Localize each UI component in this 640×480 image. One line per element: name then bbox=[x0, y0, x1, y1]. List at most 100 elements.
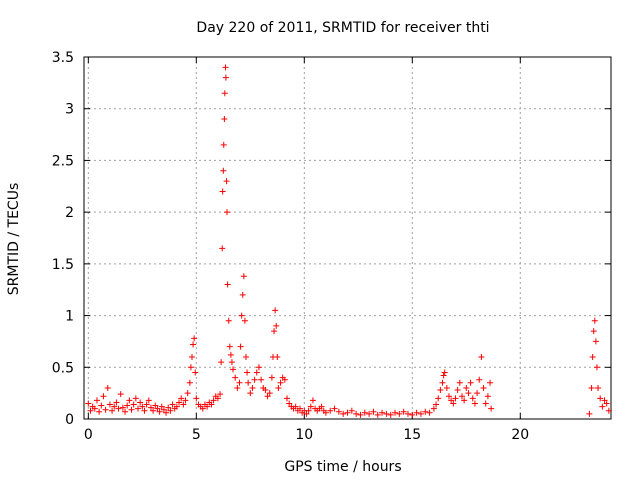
data-point bbox=[296, 405, 303, 412]
y-tick-label: 1.5 bbox=[52, 257, 74, 273]
data-point bbox=[482, 400, 489, 407]
data-point bbox=[223, 178, 230, 185]
data-point bbox=[150, 407, 157, 414]
data-point bbox=[322, 409, 329, 416]
data-point bbox=[383, 410, 390, 417]
data-point bbox=[87, 407, 94, 414]
data-point bbox=[156, 408, 163, 415]
data-point bbox=[284, 395, 291, 402]
data-point bbox=[307, 403, 314, 410]
data-point bbox=[357, 411, 364, 418]
data-point bbox=[139, 403, 146, 410]
data-point bbox=[469, 395, 476, 402]
data-point bbox=[193, 395, 200, 402]
data-point bbox=[588, 384, 595, 391]
data-point bbox=[244, 369, 251, 376]
data-point bbox=[266, 390, 273, 397]
data-point bbox=[104, 384, 111, 391]
data-point bbox=[467, 379, 474, 386]
data-point bbox=[152, 402, 159, 409]
data-point bbox=[226, 343, 233, 350]
axis-ticks: 0 5 10 15 20 0 0.5 1 1.5 2 2.5 3 3.5 bbox=[52, 50, 611, 443]
data-point bbox=[488, 405, 495, 412]
data-point bbox=[228, 359, 235, 366]
data-point bbox=[487, 379, 494, 386]
data-point bbox=[167, 407, 174, 414]
data-point bbox=[240, 273, 247, 280]
data-point bbox=[98, 402, 105, 409]
data-point bbox=[122, 408, 129, 415]
data-point bbox=[264, 393, 271, 400]
data-point bbox=[379, 409, 386, 416]
data-point bbox=[220, 141, 227, 148]
data-point bbox=[232, 374, 239, 381]
data-point bbox=[426, 409, 433, 416]
data-point bbox=[484, 393, 491, 400]
data-point bbox=[268, 374, 275, 381]
data-point bbox=[392, 409, 399, 416]
data-point bbox=[176, 399, 183, 406]
data-point bbox=[589, 353, 596, 360]
data-point bbox=[440, 372, 447, 379]
data-point bbox=[340, 410, 347, 417]
data-point bbox=[188, 353, 195, 360]
data-point bbox=[160, 406, 167, 413]
data-point bbox=[461, 397, 468, 404]
data-point bbox=[109, 407, 116, 414]
data-point bbox=[262, 387, 269, 394]
data-point bbox=[210, 397, 217, 404]
data-point bbox=[275, 384, 282, 391]
data-point bbox=[186, 379, 193, 386]
data-point bbox=[443, 384, 450, 391]
data-point bbox=[271, 328, 278, 335]
data-point bbox=[303, 410, 310, 417]
data-point bbox=[593, 364, 600, 371]
data-point bbox=[344, 409, 351, 416]
data-point bbox=[474, 390, 481, 397]
data-point bbox=[277, 379, 284, 386]
x-tick-label: 0 bbox=[84, 427, 93, 443]
data-point bbox=[603, 400, 610, 407]
data-point bbox=[446, 393, 453, 400]
data-point bbox=[450, 400, 457, 407]
data-point bbox=[178, 395, 185, 402]
data-point bbox=[417, 410, 424, 417]
y-tick-label: 2 bbox=[65, 205, 74, 221]
data-point bbox=[93, 397, 100, 404]
data-point bbox=[214, 395, 221, 402]
data-point bbox=[590, 328, 597, 335]
y-tick-label: 2.5 bbox=[52, 153, 74, 169]
data-point bbox=[413, 409, 420, 416]
data-point bbox=[222, 64, 229, 71]
data-point bbox=[224, 281, 231, 288]
data-point bbox=[458, 393, 465, 400]
data-point bbox=[237, 343, 244, 350]
data-point bbox=[465, 390, 472, 397]
data-point bbox=[132, 395, 139, 402]
data-point bbox=[115, 405, 122, 412]
data-point bbox=[102, 406, 109, 413]
y-tick-label: 0.5 bbox=[52, 360, 74, 376]
y-tick-label: 1 bbox=[65, 309, 74, 325]
data-point bbox=[435, 395, 442, 402]
data-point bbox=[605, 407, 612, 414]
data-point bbox=[223, 209, 230, 216]
data-point bbox=[251, 376, 258, 383]
data-point bbox=[327, 407, 334, 414]
data-point bbox=[137, 399, 144, 406]
data-point bbox=[238, 312, 245, 319]
data-point bbox=[227, 351, 234, 358]
data-point bbox=[448, 397, 455, 404]
data-point bbox=[163, 409, 170, 416]
data-point bbox=[258, 376, 265, 383]
data-point bbox=[134, 405, 141, 412]
data-point bbox=[117, 391, 124, 398]
data-point bbox=[353, 410, 360, 417]
data-point bbox=[192, 369, 199, 376]
data-point bbox=[187, 364, 194, 371]
data-point bbox=[480, 384, 487, 391]
data-point bbox=[208, 401, 215, 408]
grid-lines bbox=[84, 57, 611, 419]
data-point bbox=[239, 291, 246, 298]
